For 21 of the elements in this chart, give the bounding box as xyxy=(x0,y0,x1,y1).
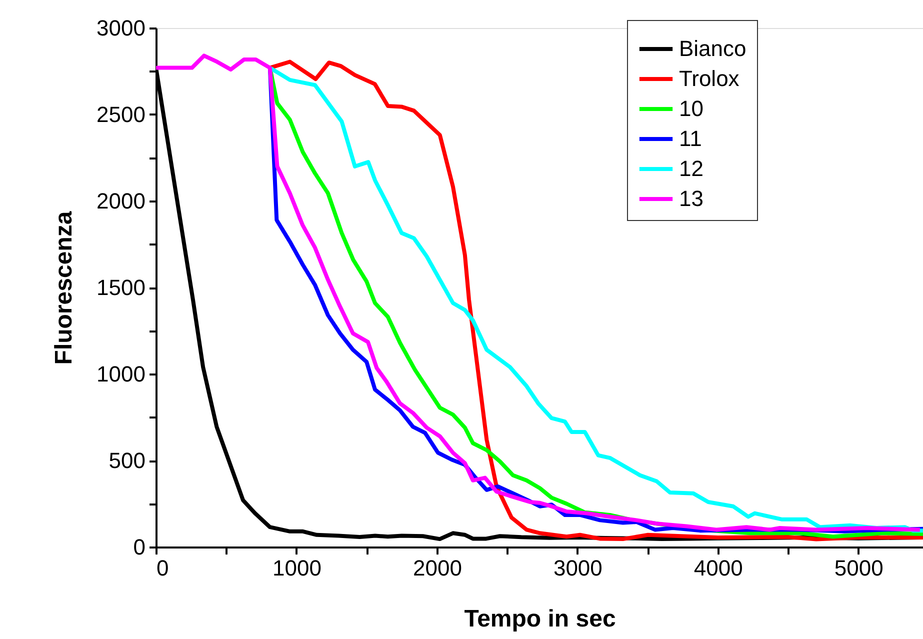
legend-label: Trolox xyxy=(679,66,740,91)
legend-label: 12 xyxy=(679,156,704,181)
legend-label: 13 xyxy=(679,186,704,211)
y-tick-label: 2000 xyxy=(96,188,146,214)
x-tick-label: 4000 xyxy=(694,556,743,580)
x-axis-title: Tempo in sec xyxy=(464,606,616,632)
y-tick-label: 1000 xyxy=(96,362,146,386)
y-tick-label: 3000 xyxy=(96,16,146,40)
x-tick-label: 1000 xyxy=(272,556,322,580)
y-tick-label: 1500 xyxy=(96,275,146,300)
y-axis-title: Fluorescenza xyxy=(50,210,78,365)
x-tick-label: 3000 xyxy=(553,556,602,580)
legend-label: 10 xyxy=(679,96,704,121)
y-tick-label: 2500 xyxy=(96,102,146,127)
y-tick-label: 0 xyxy=(133,534,146,560)
y-tick-label: 500 xyxy=(108,448,146,473)
legend-label: Bianco xyxy=(679,36,746,61)
x-tick-label: 0 xyxy=(156,556,169,580)
x-tick-label: 2000 xyxy=(412,556,462,580)
x-tick-label: 5000 xyxy=(834,556,884,580)
legend-label: 11 xyxy=(679,126,702,151)
